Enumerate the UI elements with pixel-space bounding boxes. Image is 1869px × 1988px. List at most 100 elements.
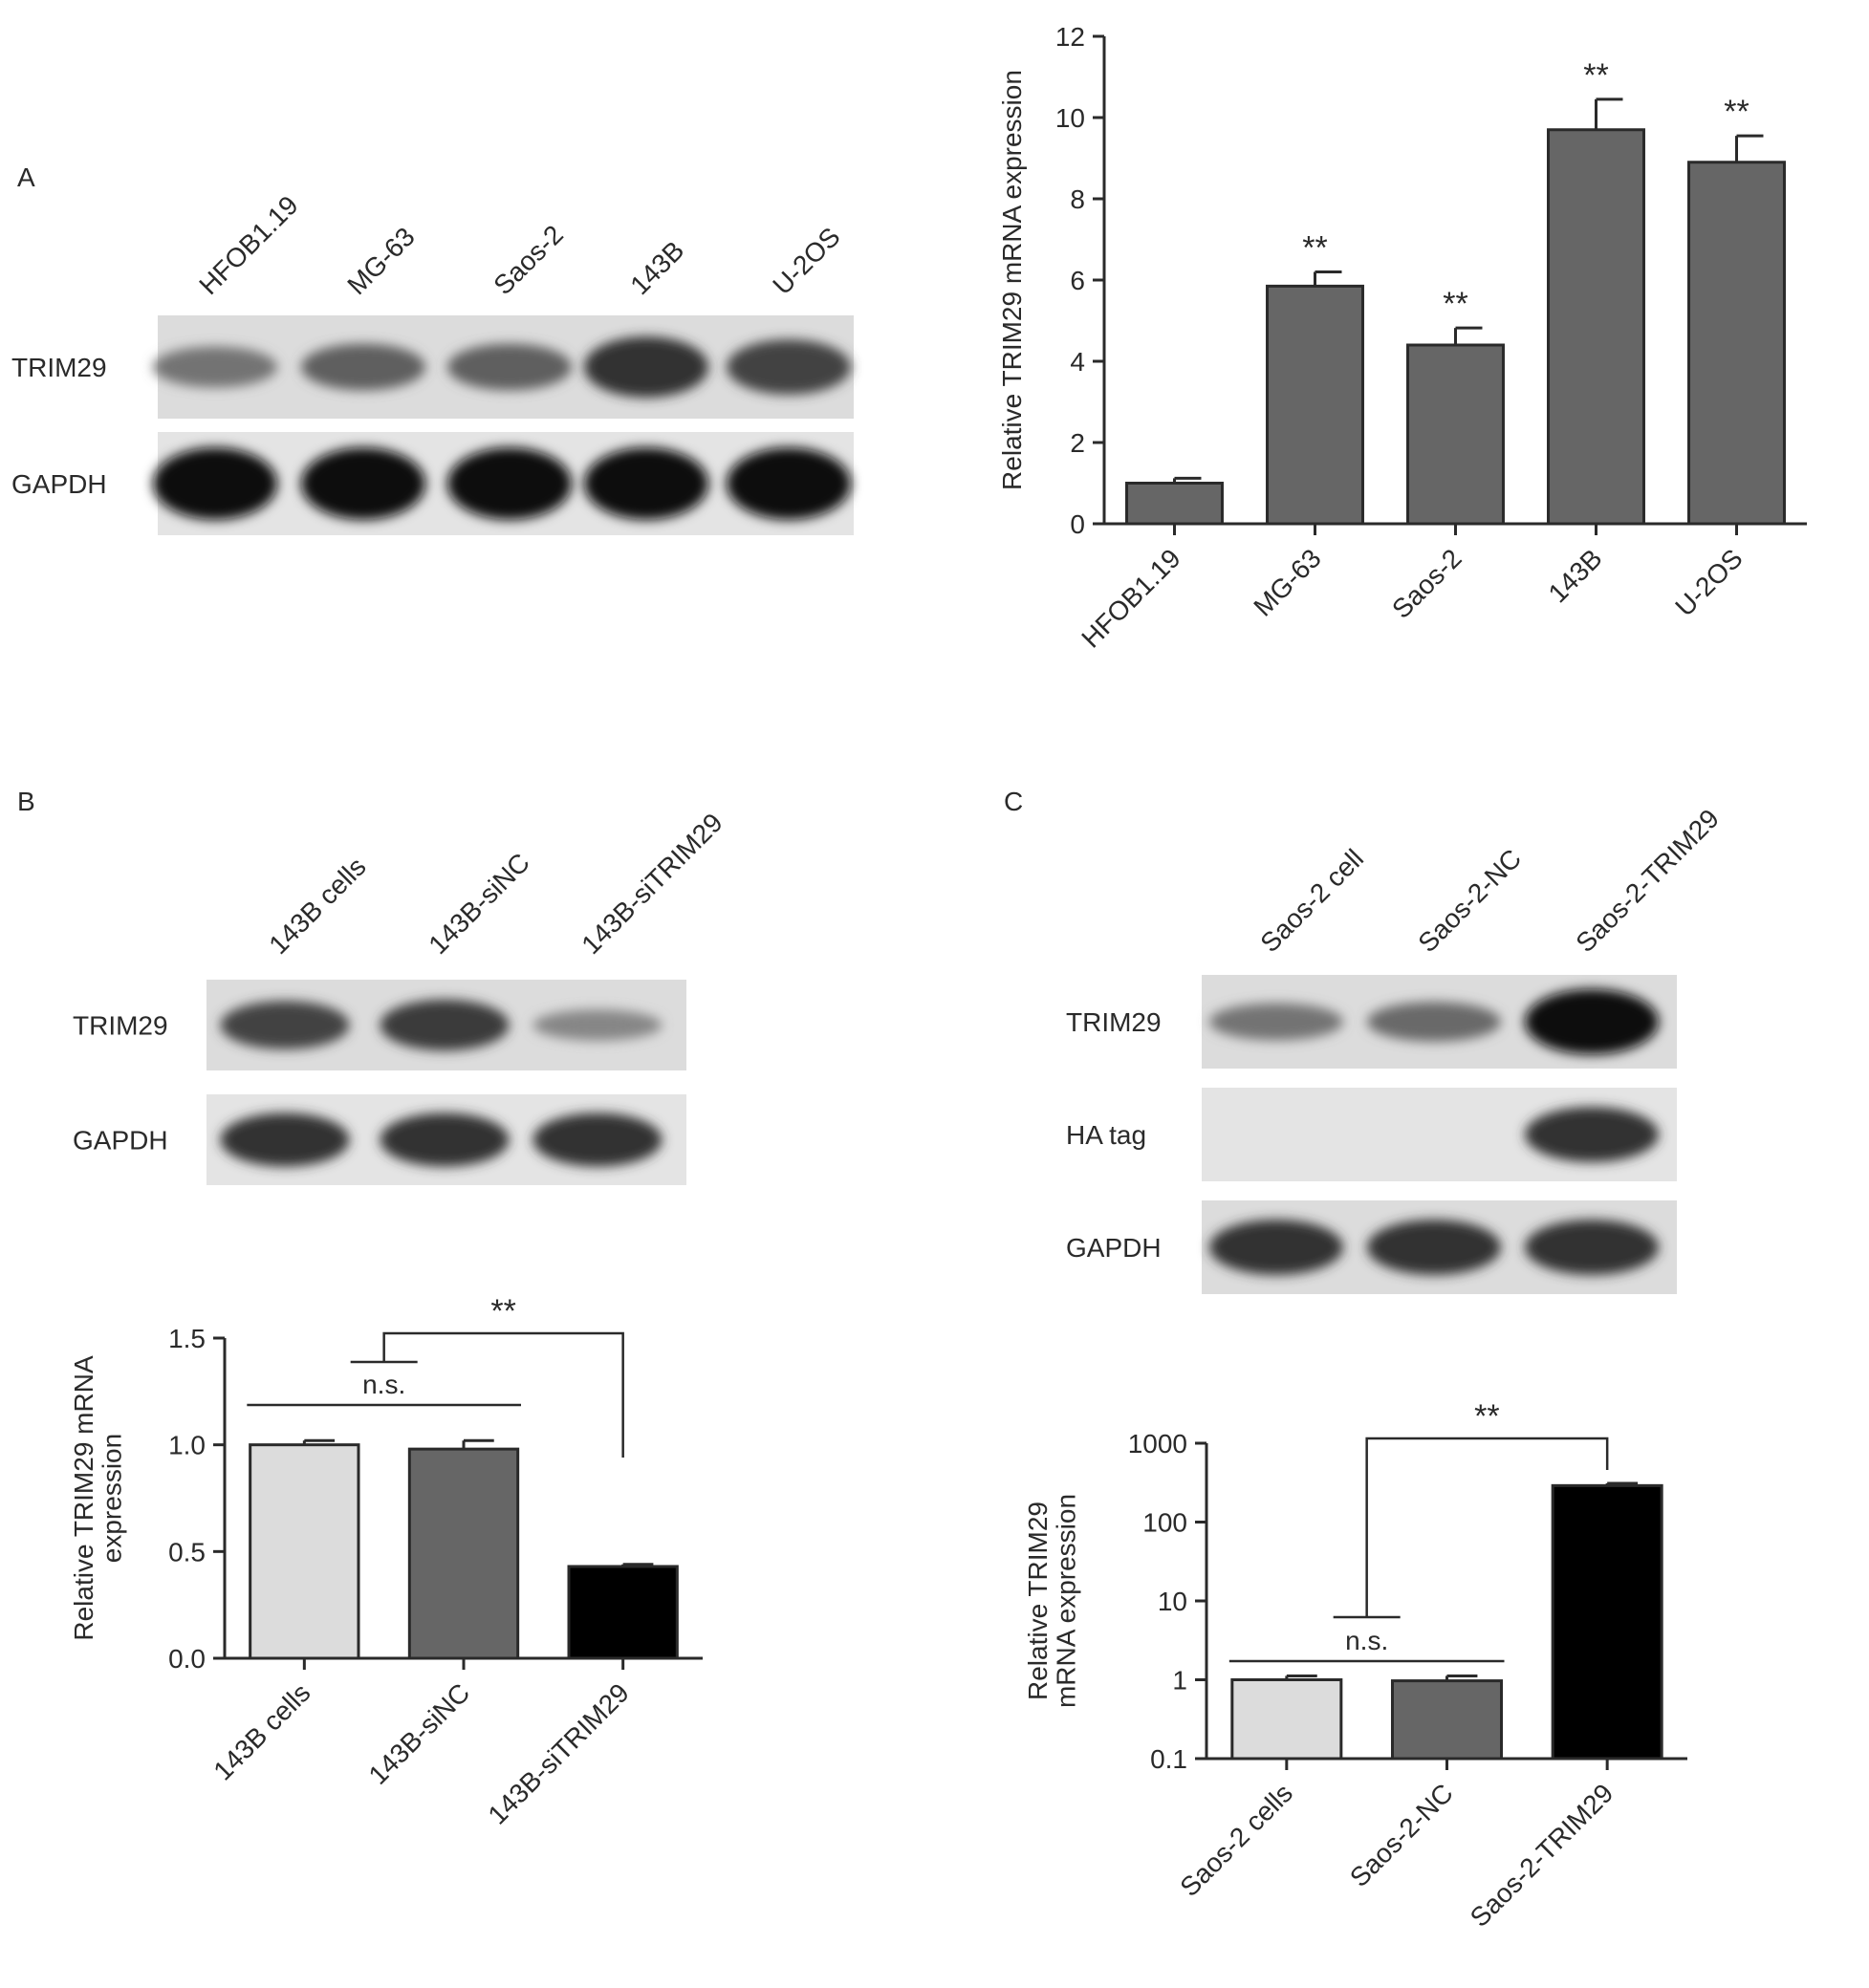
bar-mg-63 [1266, 284, 1364, 526]
lane-label-saos-2-trim29: Saos-2-TRIM29 [1570, 804, 1725, 959]
lane-label-143b-sitrim29: 143B-siTRIM29 [576, 808, 728, 960]
row-label-trim29: TRIM29 [11, 353, 107, 382]
band-gapdh-143b-sinc [380, 1113, 510, 1167]
band-trim29-saos-2-cell [1209, 1003, 1343, 1041]
bar-saos-2-nc [1390, 1679, 1504, 1761]
x-tick-label-u-2os: U-2OS [1669, 543, 1748, 621]
band-gapdh-143b-cells [220, 1113, 350, 1167]
y-tick-label: 0.5 [168, 1537, 206, 1567]
bar-chart-a: 0 2 4 6 8 10 12 Relative TRIM29 mRNA expression… [997, 22, 1807, 654]
row-label-trim29: TRIM29 [73, 1010, 168, 1040]
band-trim29-mg-63 [301, 343, 425, 391]
x-tick-label-143b-sinc: 143B-siNC [363, 1677, 476, 1790]
significance-label: ** [490, 1293, 515, 1329]
y-tick-label: 8 [1070, 184, 1085, 214]
lane-label-143b-cells: 143B cells [263, 852, 371, 960]
panel-b: B 143B cells 143B-siNC 143B-siTRIM29TRIM29… [17, 787, 728, 1830]
x-tick-label-saos-2-nc: Saos-2-NC [1344, 1778, 1459, 1892]
bar-chart-b: 0.0 0.5 1.0 1.5 Relative TRIM29 mRNAexpressi… [69, 1293, 703, 1830]
lane-label-143b: 143B [624, 235, 689, 300]
band-trim29-143b-cells [220, 1001, 350, 1049]
row-label-gapdh: GAPDH [11, 469, 107, 499]
band-gapdh-143b-sitrim29 [532, 1113, 663, 1167]
significance-label: ** [1302, 230, 1327, 267]
band-trim29-u-2os [727, 339, 851, 395]
panel-a: A HFOB1.19 MG-63 Saos-2 143B U-2OS TRIM29 GAPD… [11, 22, 1807, 654]
band-trim29-143b-sitrim29 [532, 1009, 663, 1041]
x-tick-label-143b-sitrim29: 143B-siTRIM29 [482, 1677, 634, 1829]
y-tick-label: 0.1 [1150, 1744, 1187, 1774]
ns-label: n.s. [1345, 1626, 1388, 1655]
row-label-gapdh: GAPDH [73, 1125, 168, 1155]
y-tick-label: 2 [1070, 428, 1085, 458]
y-tick-label: 1.0 [168, 1431, 206, 1460]
bar-143b-cells [249, 1443, 360, 1660]
bar-saos-2-trim29 [1551, 1483, 1663, 1761]
x-tick-label-saos-2-trim29: Saos-2-TRIM29 [1465, 1778, 1619, 1933]
band-ha-tag-saos-2-trim29 [1525, 1107, 1659, 1162]
lane-label-saos-2: Saos-2 [488, 220, 569, 301]
y-tick-label: 10 [1055, 103, 1085, 133]
y-tick-label: 100 [1142, 1508, 1187, 1538]
y-axis-label: Relative TRIM29 mRNA [69, 1355, 98, 1641]
bar-u-2os [1687, 161, 1786, 526]
western-blot-c: Saos-2 cell Saos-2-NC Saos-2-TRIM29 TRIM29 H… [1066, 804, 1725, 1294]
lane-label-saos-2-nc: Saos-2-NC [1412, 843, 1527, 958]
significance-label: ** [1583, 57, 1608, 94]
y-axis-label: mRNA expression [1051, 1494, 1080, 1708]
y-tick-label: 4 [1070, 347, 1085, 377]
significance-label: ** [1474, 1398, 1499, 1435]
x-tick-label-saos-2-cells: Saos-2 cells [1174, 1778, 1298, 1902]
y-tick-label: 0 [1070, 509, 1085, 539]
y-tick-label: 6 [1070, 266, 1085, 295]
y-axis-label: Relative TRIM29 [1023, 1502, 1053, 1700]
panel-letter-c: C [1004, 787, 1023, 816]
band-gapdh-143b [584, 447, 708, 520]
band-trim29-saos-2-nc [1367, 1002, 1501, 1042]
ns-label: n.s. [362, 1370, 405, 1399]
band-gapdh-hfob1-19 [153, 447, 277, 520]
band-gapdh-saos-2 [447, 447, 572, 520]
significance-label: ** [1724, 94, 1749, 130]
bar-143b-sinc [407, 1447, 520, 1660]
band-gapdh-u-2os [727, 447, 851, 520]
y-tick-label: 1 [1172, 1666, 1187, 1696]
band-trim29-hfob1-19 [153, 346, 277, 388]
band-gapdh-saos-2-trim29 [1525, 1220, 1659, 1275]
x-tick-label-hfob1-19: HFOB1.19 [1076, 543, 1185, 653]
row-label-gapdh: GAPDH [1066, 1233, 1162, 1263]
western-blot-b: 143B cells 143B-siNC 143B-siTRIM29 TRIM29 GA… [73, 808, 728, 1185]
y-tick-label: 12 [1055, 22, 1085, 52]
lane-label-hfob1-19: HFOB1.19 [193, 190, 303, 300]
lane-label-saos-2-cell: Saos-2 cell [1254, 843, 1369, 958]
y-axis-label: Relative TRIM29 mRNA expression [997, 70, 1027, 490]
band-gapdh-mg-63 [301, 447, 425, 520]
y-axis-label: expression [97, 1434, 126, 1563]
bar-143b [1547, 128, 1645, 526]
y-tick-label: 1.5 [168, 1324, 206, 1353]
band-gapdh-saos-2-cell [1209, 1220, 1343, 1275]
panel-letter-a: A [17, 162, 35, 192]
band-trim29-143b [584, 336, 708, 398]
panel-letter-b: B [17, 787, 35, 816]
significance-bracket [1365, 1437, 1609, 1617]
bar-saos-2 [1406, 343, 1505, 526]
panel-c: C Saos-2 cell Saos-2-NC Saos-2-TRIM29TRIM2… [1004, 787, 1725, 1933]
lane-label-143b-sinc: 143B-siNC [423, 848, 535, 961]
x-tick-label-143b: 143B [1543, 543, 1608, 608]
significance-label: ** [1443, 286, 1467, 322]
x-tick-label-143b-cells: 143B cells [207, 1677, 315, 1785]
lane-label-mg-63: MG-63 [341, 222, 420, 300]
x-tick-label-saos-2: Saos-2 [1386, 543, 1467, 624]
band-trim29-saos-2 [447, 343, 572, 391]
y-tick-label: 10 [1158, 1587, 1187, 1616]
significance-bracket [382, 1331, 624, 1458]
band-trim29-saos-2-trim29 [1525, 988, 1659, 1055]
bar-hfob1-19 [1125, 482, 1224, 526]
bar-143b-sitrim29 [567, 1565, 679, 1660]
y-tick-label: 1000 [1128, 1429, 1187, 1459]
western-blot-a: HFOB1.19 MG-63 Saos-2 143B U-2OS TRIM29 GAPDH [11, 190, 854, 535]
row-label-ha-tag: HA tag [1066, 1120, 1146, 1150]
